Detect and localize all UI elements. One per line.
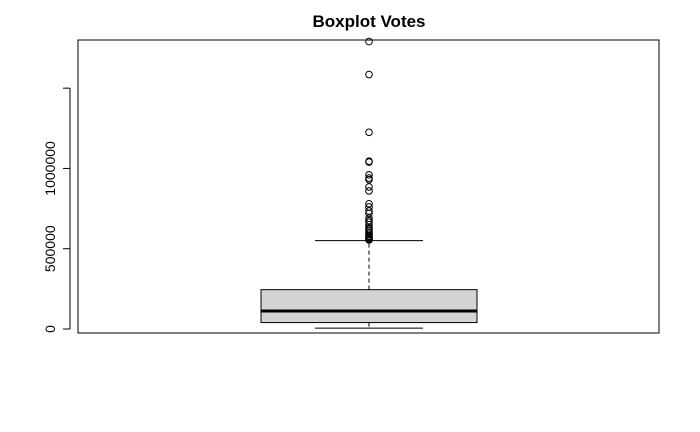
outlier-point [365,187,373,195]
outlier-point [365,207,373,215]
iqr-box [260,289,478,324]
box-group [260,240,478,329]
outlier-point [365,70,373,79]
outlier-point [365,175,373,184]
chart-title: Boxplot Votes [312,12,425,31]
outlier-point [365,199,373,208]
y-tick-label: 0 [42,325,58,333]
outlier-point [365,183,373,191]
y-tick-label: 500000 [42,225,58,272]
outlier-point [365,209,373,218]
y-tick-label: 1000000 [42,141,58,196]
outlier-point [365,128,373,137]
outlier-points [365,37,373,244]
plot-frame [77,39,660,334]
outlier-point [365,236,373,244]
y-axis: 0 500000 1000000 [42,87,71,333]
outlier-point [365,37,373,46]
outlier-point [365,171,373,179]
outlier-point [365,158,373,166]
outlier-point [365,218,373,227]
